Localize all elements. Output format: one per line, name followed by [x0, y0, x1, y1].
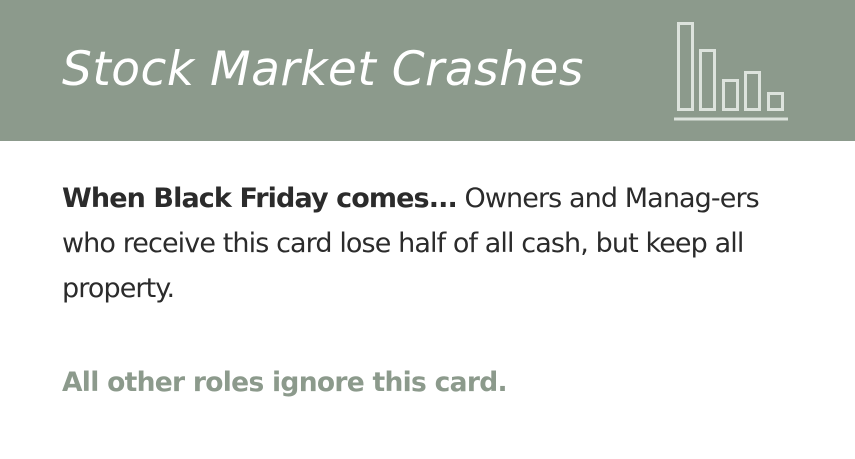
card-lead: When Black Friday comes... — [62, 183, 458, 214]
card-body: When Black Friday comes... Owners and Ma… — [62, 176, 792, 311]
card-title: Stock Market Crashes — [62, 42, 584, 97]
card-footer: All other roles ignore this card. — [62, 367, 508, 398]
card-header: Stock Market Crashes — [0, 0, 855, 141]
card-body-text: Owners and Manag-ers who receive this ca… — [62, 183, 760, 304]
bar-chart-icon — [674, 22, 788, 121]
